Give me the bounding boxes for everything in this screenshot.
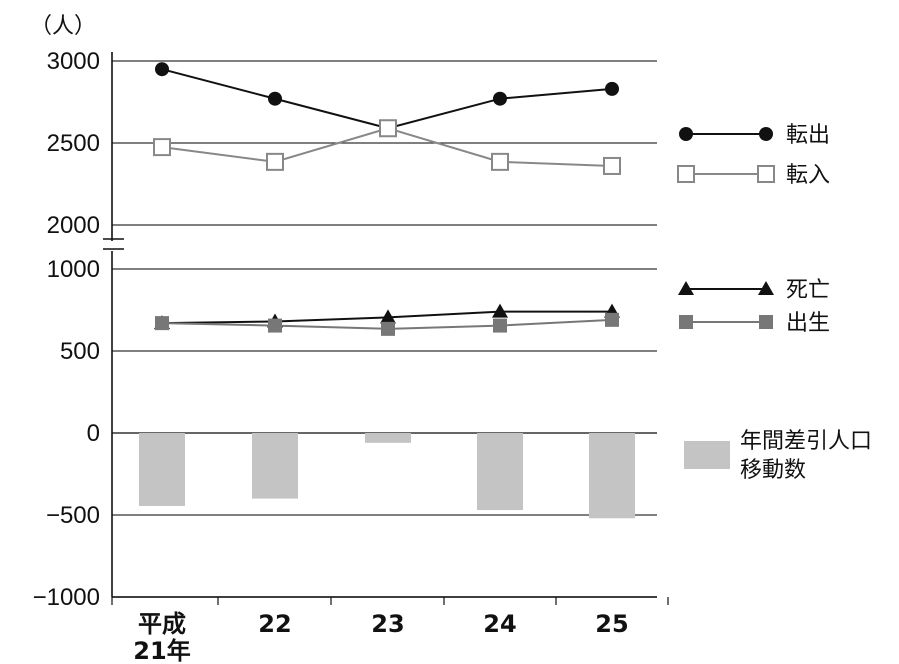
data-point — [266, 152, 284, 171]
legend-marker — [758, 281, 774, 295]
x-tick-label: 平成 — [138, 610, 186, 638]
data-point — [268, 91, 282, 106]
legend-marker — [679, 127, 693, 141]
legend-label: 死亡 — [786, 278, 830, 303]
data-point — [379, 119, 397, 138]
data-point — [380, 309, 396, 324]
y-tick-label: −1000 — [33, 584, 100, 611]
y-tick-labels: 3000 2500 2000 1000 500 0 −500 −1000 — [33, 48, 100, 611]
y-tick-label: −500 — [46, 502, 100, 529]
x-tick-label: 24 — [483, 610, 516, 638]
y-tick-label: 2500 — [47, 130, 100, 157]
x-tick-label: 23 — [371, 610, 404, 638]
legend-marker — [677, 165, 695, 183]
x-tick-label: 21年 — [133, 637, 190, 664]
data-point — [268, 318, 282, 333]
y-unit-label: （人） — [30, 14, 96, 39]
axes — [103, 52, 669, 605]
x-tick-label: 25 — [595, 610, 628, 638]
data-point — [153, 138, 171, 157]
legend-label: 移動数 — [740, 458, 806, 483]
data-point — [605, 312, 619, 327]
data-point — [491, 152, 509, 171]
bar — [139, 433, 185, 506]
bar — [589, 433, 635, 519]
data-point — [381, 321, 395, 336]
data-point — [493, 318, 507, 333]
series-markers — [153, 62, 621, 336]
legend-label: 年間差引人口 — [740, 429, 872, 454]
legend-label: 転入 — [786, 163, 830, 188]
legend-marker — [759, 315, 773, 329]
legend-marker — [759, 127, 773, 141]
bar — [365, 433, 411, 443]
legend-marker — [679, 315, 693, 329]
legend-swatch — [684, 441, 730, 469]
legend-marker — [678, 281, 694, 295]
data-point — [603, 156, 621, 175]
data-point — [155, 62, 169, 77]
y-tick-label: 2000 — [47, 212, 100, 239]
y-tick-label: 3000 — [47, 48, 100, 75]
data-point — [155, 316, 169, 331]
legend-marker — [757, 165, 775, 183]
line-series — [161, 68, 613, 330]
y-tick-label: 1000 — [47, 256, 100, 283]
bar-series — [139, 433, 635, 519]
y-tick-label: 500 — [60, 338, 100, 365]
bar — [252, 433, 298, 499]
bar — [477, 433, 523, 511]
data-point — [493, 91, 507, 106]
data-point — [605, 81, 619, 96]
y-tick-label: 0 — [87, 420, 100, 447]
legend-label: 転出 — [786, 123, 830, 148]
x-tick-label: 22 — [258, 610, 291, 638]
data-point — [492, 303, 508, 318]
legend-label: 出生 — [786, 311, 830, 336]
